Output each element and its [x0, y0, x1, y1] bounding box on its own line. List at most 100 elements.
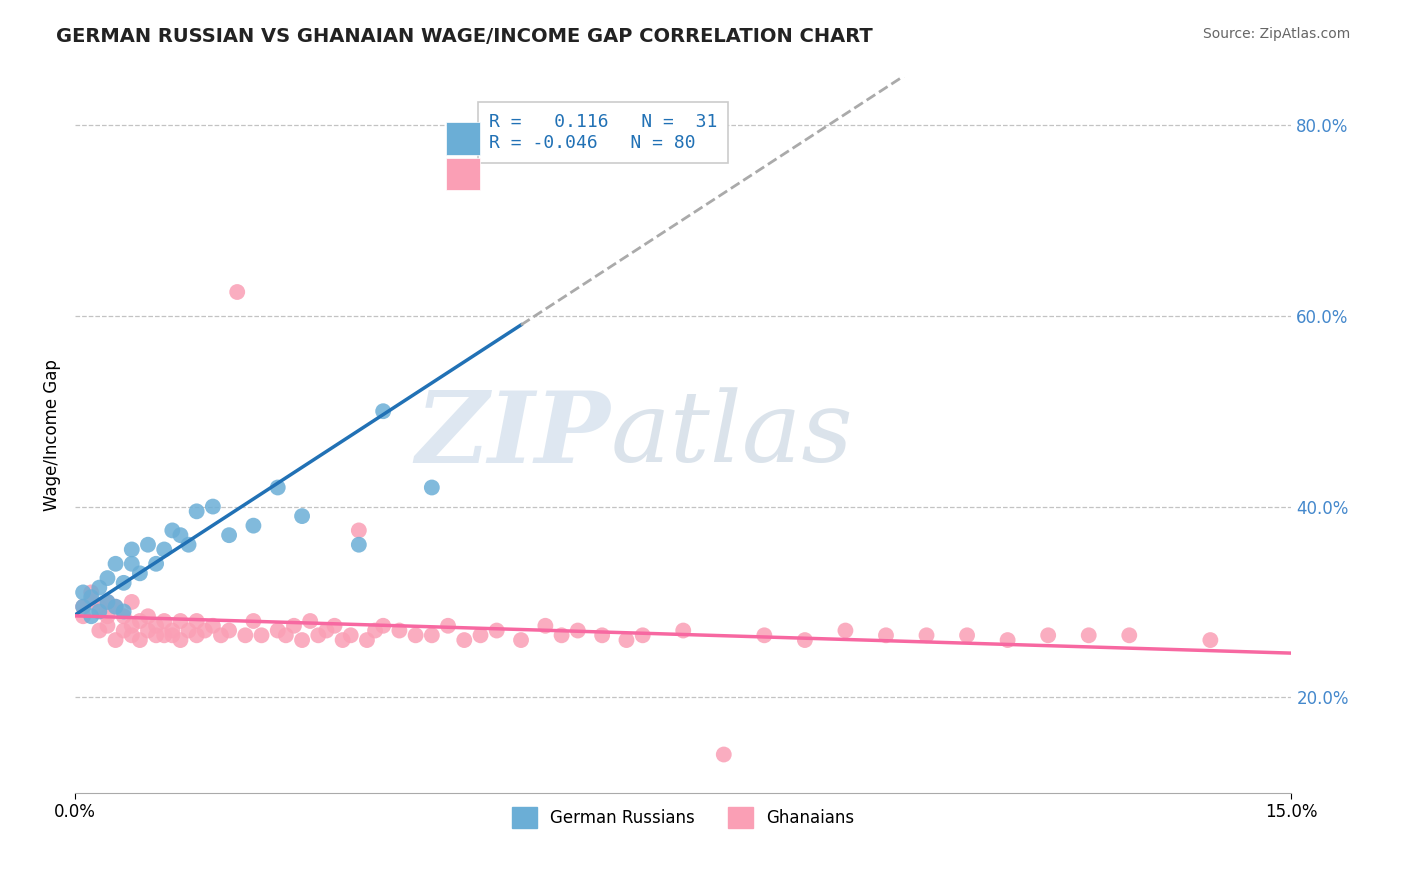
Point — [112, 624, 135, 638]
Point — [267, 624, 290, 638]
Point — [997, 633, 1019, 648]
Point — [89, 599, 111, 614]
Point — [112, 575, 135, 590]
Point — [339, 628, 361, 642]
Point — [89, 581, 111, 595]
Point — [250, 628, 273, 642]
Point — [121, 628, 143, 642]
Point — [631, 628, 654, 642]
Point — [291, 509, 314, 524]
Point — [96, 595, 118, 609]
Point — [72, 585, 94, 599]
Point — [128, 633, 150, 648]
Point — [834, 624, 856, 638]
Point — [388, 624, 411, 638]
Point — [420, 628, 443, 642]
Point — [186, 628, 208, 642]
Point — [591, 628, 613, 642]
Point — [347, 524, 370, 538]
Point — [356, 633, 378, 648]
Text: atlas: atlas — [610, 387, 853, 483]
Point — [96, 619, 118, 633]
Point — [96, 609, 118, 624]
Point — [128, 614, 150, 628]
Point — [534, 619, 557, 633]
Point — [136, 624, 159, 638]
Point — [145, 619, 167, 633]
Point — [162, 624, 184, 638]
Point — [437, 619, 460, 633]
Point — [470, 628, 492, 642]
Point — [510, 633, 533, 648]
Point — [121, 542, 143, 557]
Point — [242, 518, 264, 533]
Point — [186, 614, 208, 628]
Point — [72, 609, 94, 624]
Legend: German Russians, Ghanaians: German Russians, Ghanaians — [505, 801, 862, 834]
Point — [104, 633, 127, 648]
Point — [136, 609, 159, 624]
Y-axis label: Wage/Income Gap: Wage/Income Gap — [44, 359, 60, 511]
Point — [510, 146, 533, 161]
Text: Source: ZipAtlas.com: Source: ZipAtlas.com — [1202, 27, 1350, 41]
Point — [226, 285, 249, 299]
Point — [201, 619, 224, 633]
Point — [485, 624, 508, 638]
Point — [291, 633, 314, 648]
Point — [96, 571, 118, 585]
Point — [145, 557, 167, 571]
Text: R =   0.116   N =  31
R = -0.046   N = 80: R = 0.116 N = 31 R = -0.046 N = 80 — [489, 113, 717, 152]
Point — [283, 619, 305, 633]
Point — [364, 624, 387, 638]
Point — [80, 585, 103, 599]
Point — [915, 628, 938, 642]
Point — [420, 481, 443, 495]
Point — [1077, 628, 1099, 642]
Point — [332, 633, 354, 648]
Point — [315, 624, 337, 638]
Point — [299, 614, 322, 628]
Point — [112, 609, 135, 624]
Point — [274, 628, 297, 642]
Point — [177, 624, 200, 638]
Point — [136, 538, 159, 552]
Point — [153, 628, 176, 642]
Point — [233, 628, 256, 642]
Point — [1199, 633, 1222, 648]
Point — [89, 605, 111, 619]
Point — [80, 595, 103, 609]
Point — [754, 628, 776, 642]
Point — [104, 599, 127, 614]
Point — [373, 619, 395, 633]
Point — [875, 628, 897, 642]
Point — [162, 628, 184, 642]
Point — [713, 747, 735, 762]
Point — [121, 557, 143, 571]
Point — [128, 566, 150, 581]
Point — [72, 599, 94, 614]
Point — [162, 524, 184, 538]
Point — [616, 633, 638, 648]
Point — [121, 619, 143, 633]
Point — [194, 624, 217, 638]
Point — [218, 528, 240, 542]
Point — [242, 614, 264, 628]
Point — [169, 633, 191, 648]
Point — [89, 624, 111, 638]
Point — [405, 628, 427, 642]
Point — [201, 500, 224, 514]
Point — [267, 481, 290, 495]
Point — [323, 619, 346, 633]
Point — [1118, 628, 1140, 642]
Point — [177, 538, 200, 552]
Point — [209, 628, 232, 642]
Point — [793, 633, 815, 648]
Point — [80, 609, 103, 624]
FancyBboxPatch shape — [446, 158, 479, 191]
Point — [104, 599, 127, 614]
Point — [72, 599, 94, 614]
Point — [567, 624, 589, 638]
Point — [672, 624, 695, 638]
Point — [145, 628, 167, 642]
Point — [121, 595, 143, 609]
